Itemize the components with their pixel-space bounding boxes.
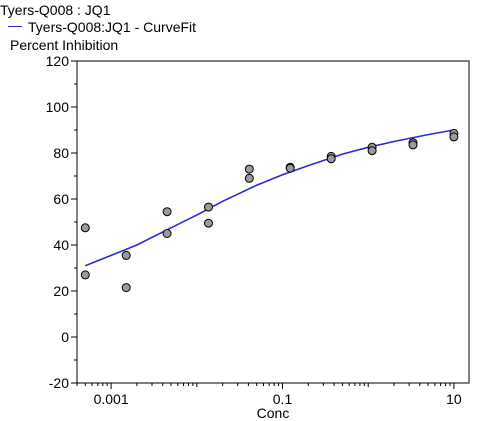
data-point [162, 229, 172, 238]
legend-curvefit-label: Tyers-Q008:JQ1 - CurveFit [28, 19, 197, 35]
legend-scatter-entry: Tyers-Q008 : JQ1 [0, 2, 110, 18]
data-point [204, 202, 213, 212]
data-point [326, 154, 336, 164]
x-tick-label: 0.1 [273, 391, 293, 407]
data-point [80, 270, 90, 280]
series-layer [80, 128, 459, 293]
data-point [367, 146, 377, 156]
data-point [204, 218, 213, 228]
data-point [408, 140, 418, 150]
legend-line-swatch [8, 25, 22, 27]
data-point [244, 164, 254, 174]
data-point [121, 250, 131, 260]
y-tick-label: 100 [46, 99, 70, 115]
y-axis: -20 0 20 40 60 80 100 120 [46, 53, 77, 391]
x-axis: 0.001 0.1 10 [76, 383, 462, 407]
curve-fit-line [85, 129, 455, 267]
y-tick-label: 120 [46, 53, 70, 69]
legend-scatter-label: Tyers-Q008 : JQ1 [0, 2, 111, 18]
x-tick-label: 10 [446, 391, 462, 407]
data-point [449, 132, 459, 142]
data-point [162, 207, 172, 217]
y-axis-title: Percent Inhibition [10, 37, 119, 53]
data-point [121, 283, 131, 293]
x-axis-title: Conc [257, 405, 290, 421]
x-tick-label: 0.001 [94, 391, 129, 407]
y-tick-label: 80 [53, 145, 69, 161]
y-tick-label: 20 [53, 283, 69, 299]
data-point [244, 173, 254, 183]
y-tick-label: 0 [61, 329, 69, 345]
data-point [80, 223, 90, 233]
y-tick-label: 40 [53, 237, 69, 253]
legend-curvefit-entry: Tyers-Q008:JQ1 - CurveFit [8, 19, 196, 35]
y-tick-label: 60 [53, 191, 69, 207]
plot-area-frame [76, 60, 470, 384]
data-point [285, 163, 295, 173]
y-tick-label: -20 [49, 375, 69, 391]
